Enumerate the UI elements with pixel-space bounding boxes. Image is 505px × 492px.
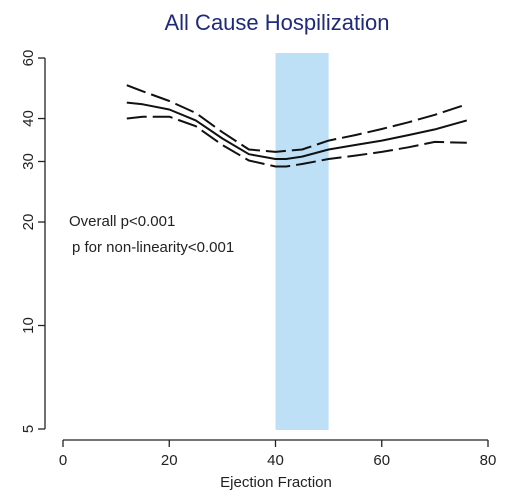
highlight-band-layer [275,53,329,430]
axes-layer: 5 10 20 30 40 60 0 20 40 60 80 [20,50,496,469]
annotation-nonlinearity-p: p for non-linearity<0.001 [72,239,234,256]
x-axis-label: Ejection Fraction [220,474,332,491]
ci-line-1 [126,84,468,153]
estimate-line [126,101,468,160]
y-tick-label: 5 [20,425,37,433]
y-tick-label: 10 [20,317,37,334]
y-tick-label: 40 [20,110,37,127]
y-tick-label: 20 [20,214,37,231]
y-tick-label: 60 [20,50,37,67]
reference-band [275,53,329,430]
x-tick-label: 20 [161,452,178,469]
x-tick-label: 0 [59,452,67,469]
annotations: Overall p<0.001 p for non-linearity<0.00… [69,213,234,256]
annotation-overall-p: Overall p<0.001 [69,213,175,230]
x-tick-label: 60 [373,452,390,469]
chart-title: All Cause Hospilization [165,10,390,35]
ci-line-2 [126,115,467,168]
y-tick-label: 30 [20,153,37,170]
series-layer [126,84,468,168]
x-tick-label: 40 [267,452,284,469]
x-tick-label: 80 [480,452,497,469]
